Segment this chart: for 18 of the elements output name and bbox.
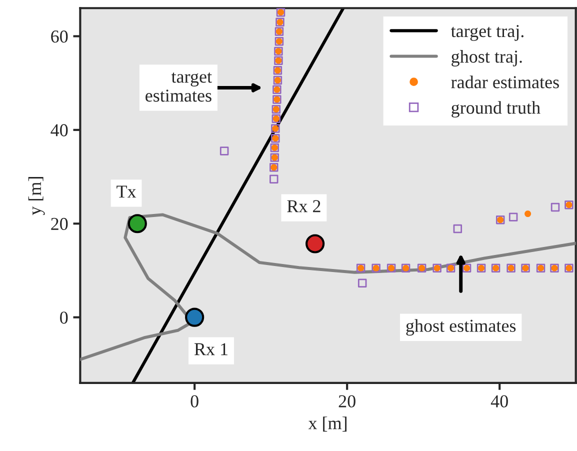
legend-label: ghost traj.	[452, 50, 522, 66]
x-tick-label: 40	[490, 395, 508, 408]
x-tick-label: 0	[190, 395, 198, 408]
annotation: Rx 2	[287, 200, 320, 212]
y-tick-label: 0	[60, 312, 68, 324]
annotation: Rx 1	[194, 343, 228, 356]
annotation: target estimates	[146, 72, 212, 102]
legend-label: target traj.	[450, 25, 524, 41]
y-axis-title: y [m]	[28, 177, 45, 216]
annotation: ghost estimates	[406, 319, 516, 336]
x-axis-title: x [m]	[308, 416, 346, 432]
annotation: Tx	[116, 186, 136, 198]
y-tick-label: 20	[51, 218, 68, 230]
legend-label: ground truth	[452, 101, 540, 118]
y-tick-label: 60	[51, 30, 68, 43]
x-tick-label: 20	[338, 395, 356, 408]
y-tick-label: 40	[50, 124, 68, 136]
legend-label: radar estimates	[451, 76, 559, 88]
